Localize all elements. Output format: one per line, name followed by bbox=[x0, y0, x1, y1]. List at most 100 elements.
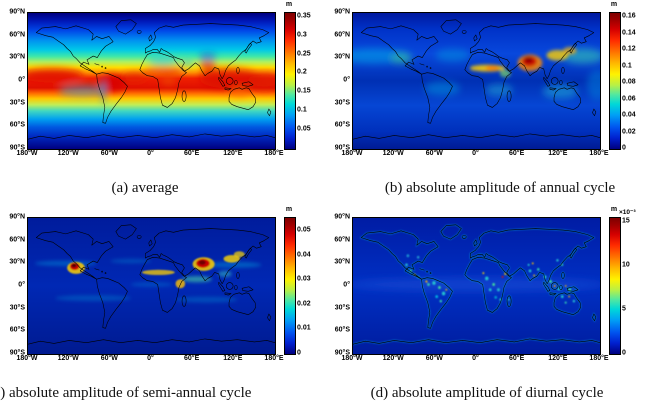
lat-tick-label: 90°S bbox=[9, 349, 25, 357]
lat-tick-label: 90°N bbox=[9, 213, 25, 221]
lon-tick-label: 0° bbox=[147, 150, 154, 157]
colorbar-tick-label: 0.35 bbox=[297, 12, 311, 20]
colorbar-tick-label: 0.05 bbox=[297, 226, 311, 234]
lat-tick-label: 0° bbox=[343, 76, 350, 84]
map-plot-b bbox=[352, 12, 601, 150]
colorbar-unit-c: m bbox=[285, 206, 293, 213]
lat-tick-label: 60°N bbox=[9, 236, 25, 244]
lon-tick-label: 60°W bbox=[425, 355, 443, 362]
colorbar-unit-b: m bbox=[610, 1, 618, 8]
colorbar-tick-label: 0.1 bbox=[622, 62, 632, 70]
map-plot-c bbox=[27, 217, 276, 355]
lat-tick-label: 90°S bbox=[334, 144, 350, 152]
world-heatmap-diurnal-cycle bbox=[353, 218, 600, 354]
world-heatmap-average bbox=[28, 13, 275, 149]
lon-tick-label: 120°W bbox=[382, 355, 404, 362]
lat-tick-label: 60°S bbox=[9, 121, 25, 129]
colorbar-c bbox=[284, 217, 296, 355]
lon-tick-label: 60°E bbox=[509, 150, 525, 157]
colorbar-tick-label: 0.05 bbox=[297, 125, 311, 133]
panel-c: 90°N 60°N 30°N 0° 30°S 60°S 90°S 180°W 120°W 60°… bbox=[0, 205, 325, 410]
lat-tick-label: 30°N bbox=[9, 258, 25, 266]
lat-tick-label: 90°N bbox=[334, 8, 350, 16]
colorbar-a bbox=[284, 12, 296, 150]
lat-tick-label: 30°S bbox=[9, 304, 25, 312]
lon-tick-label: 60°E bbox=[184, 150, 200, 157]
lat-tick-label: 60°N bbox=[334, 236, 350, 244]
lon-tick-label: 180°E bbox=[264, 150, 284, 157]
colorbar-tick-label: 0.01 bbox=[297, 324, 311, 332]
lon-tick-label: 0° bbox=[472, 150, 479, 157]
lat-tick-label: 60°N bbox=[334, 31, 350, 39]
lon-tick-label: 60°E bbox=[509, 355, 525, 362]
caption-d: (d) absolute amplitude of diurnal cycle bbox=[370, 385, 604, 401]
colorbar-tick-label: 0.16 bbox=[622, 12, 636, 20]
lon-tick-label: 60°E bbox=[184, 355, 200, 362]
lat-tick-label: 90°S bbox=[334, 349, 350, 357]
colorbar-tick-label: 0.1 bbox=[297, 106, 307, 114]
caption-c: (c) absolute amplitude of semi-annual cy… bbox=[0, 385, 252, 401]
lon-tick-label: 180°E bbox=[589, 150, 609, 157]
caption-a: (a) average bbox=[111, 180, 179, 196]
lon-tick-label: 60°W bbox=[100, 355, 118, 362]
colorbar-multiplier-d: ×10⁻³ bbox=[619, 209, 636, 216]
colorbar-tick-label: 0.04 bbox=[622, 111, 636, 119]
world-heatmap-annual-cycle bbox=[353, 13, 600, 149]
lat-tick-label: 90°S bbox=[9, 144, 25, 152]
world-heatmap-semiannual-cycle bbox=[28, 218, 275, 354]
lon-tick-label: 180°W bbox=[16, 150, 38, 157]
colorbar-unit-a: m bbox=[285, 1, 293, 8]
panel-d: 90°N 60°N 30°N 0° 30°S 60°S 90°S 180°W 120°W 60°… bbox=[325, 205, 650, 410]
lat-tick-label: 90°N bbox=[334, 213, 350, 221]
lon-tick-label: 180°W bbox=[341, 150, 363, 157]
lat-tick-label: 0° bbox=[18, 281, 25, 289]
colorbar-tick-label: 5 bbox=[622, 305, 626, 313]
caption-b: (b) absolute amplitude of annual cycle bbox=[384, 180, 616, 196]
colorbar-tick-label: 0 bbox=[622, 144, 626, 152]
lon-tick-label: 120°E bbox=[548, 355, 568, 362]
map-plot-d bbox=[352, 217, 601, 355]
lat-tick-label: 60°S bbox=[9, 326, 25, 334]
map-plot-a bbox=[27, 12, 276, 150]
colorbar-tick-label: 0.03 bbox=[297, 275, 311, 283]
lon-tick-label: 120°W bbox=[382, 150, 404, 157]
colorbar-tick-label: 0 bbox=[297, 349, 301, 357]
lon-tick-label: 120°E bbox=[223, 150, 243, 157]
lon-tick-label: 120°W bbox=[57, 150, 79, 157]
colorbar-tick-label: 0.04 bbox=[297, 251, 311, 259]
lat-tick-label: 30°S bbox=[334, 304, 350, 312]
colorbar-tick-label: 0.2 bbox=[297, 68, 307, 76]
colorbar-d bbox=[609, 217, 621, 355]
lat-tick-label: 0° bbox=[343, 281, 350, 289]
lon-tick-label: 0° bbox=[147, 355, 154, 362]
lon-tick-label: 180°W bbox=[16, 355, 38, 362]
colorbar-tick-label: 0 bbox=[622, 349, 626, 357]
lon-tick-label: 120°E bbox=[223, 355, 243, 362]
lon-tick-label: 120°W bbox=[57, 355, 79, 362]
lat-tick-label: 30°S bbox=[9, 99, 25, 107]
lon-tick-label: 0° bbox=[472, 355, 479, 362]
lat-tick-label: 60°S bbox=[334, 121, 350, 129]
colorbar-tick-label: 0.15 bbox=[297, 87, 311, 95]
lon-tick-label: 180°E bbox=[264, 355, 284, 362]
colorbar-tick-label: 0.3 bbox=[297, 31, 307, 39]
colorbar-tick-label: 10 bbox=[622, 261, 630, 269]
colorbar-tick-label: 0.08 bbox=[622, 78, 636, 86]
lat-tick-label: 30°N bbox=[9, 53, 25, 61]
lat-tick-label: 90°N bbox=[9, 8, 25, 16]
panel-a: 90°N 60°N 30°N 0° 30°S 60°S 90°S 180°W 120°W 60°… bbox=[0, 0, 325, 205]
colorbar-tick-label: 0.14 bbox=[622, 29, 636, 37]
lon-tick-label: 60°W bbox=[425, 150, 443, 157]
lat-tick-label: 0° bbox=[18, 76, 25, 84]
lon-tick-label: 60°W bbox=[100, 150, 118, 157]
colorbar-tick-label: 0.25 bbox=[297, 50, 311, 58]
lat-tick-label: 30°N bbox=[334, 53, 350, 61]
lat-tick-label: 30°N bbox=[334, 258, 350, 266]
colorbar-tick-label: 0.12 bbox=[622, 45, 636, 53]
lat-tick-label: 60°N bbox=[9, 31, 25, 39]
colorbar-tick-label: 15 bbox=[622, 217, 630, 225]
colorbar-unit-d: m bbox=[610, 206, 618, 213]
colorbar-tick-label: 0.02 bbox=[622, 128, 636, 135]
lon-tick-label: 180°W bbox=[341, 355, 363, 362]
